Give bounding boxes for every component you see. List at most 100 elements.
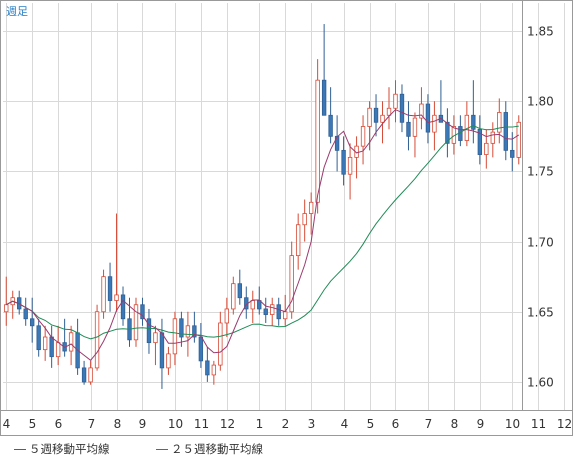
candle-up (380, 114, 385, 123)
x-tick-label: 7 (425, 417, 433, 431)
chart-frame (0, 0, 573, 436)
y-tick-label: 1.65 (527, 306, 554, 320)
ma5-line (6, 109, 520, 362)
candle-up (231, 283, 236, 310)
candle-down (179, 318, 184, 338)
candle-up (42, 336, 48, 351)
legend-ma25: ２５週移動平均線 (156, 441, 263, 457)
legend-ma5: ５週移動平均線 (14, 441, 110, 457)
candle-down (120, 294, 126, 320)
y-tick-label: 1.60 (527, 376, 554, 390)
candle-down (36, 325, 41, 351)
legend-ma25-label: ２５週移動平均線 (171, 442, 263, 456)
candle-up (302, 213, 307, 226)
candle-down (321, 79, 327, 116)
x-tick-label: 12 (220, 417, 235, 431)
candle-up (4, 304, 9, 313)
period-label: 週足 (6, 5, 28, 18)
candle-down (406, 121, 411, 137)
candle-up (88, 367, 93, 383)
x-tick-label: 9 (477, 417, 485, 431)
candle-down (237, 283, 242, 299)
candle-up (295, 224, 301, 257)
x-tick-label: 10 (168, 417, 183, 431)
candle-up (283, 311, 288, 320)
candle-up (114, 294, 119, 301)
y-tick-label: 1.80 (527, 95, 554, 109)
candle-down (81, 367, 87, 383)
candle-up (166, 353, 171, 369)
candle-down (471, 114, 476, 130)
candle-down (23, 308, 28, 320)
x-tick-label: 7 (88, 417, 96, 431)
x-tick-label: 3 (308, 417, 316, 431)
y-tick-label: 1.70 (527, 236, 554, 250)
candle-down (503, 112, 508, 151)
candle-up (250, 300, 255, 310)
candle-down (445, 121, 450, 144)
candle-down (263, 308, 268, 315)
candle-up (101, 276, 106, 313)
x-tick-label: 4 (3, 417, 11, 431)
x-tick-label: 5 (29, 417, 37, 431)
x-tick-label: 8 (451, 417, 459, 431)
candle-up (211, 364, 217, 376)
candle-down (159, 332, 165, 369)
candle-down (341, 149, 346, 175)
candle-down (30, 318, 35, 327)
candle-up (94, 311, 100, 369)
candle-up (484, 142, 489, 155)
candle-down (107, 276, 113, 301)
candle-down (276, 304, 281, 320)
x-tick-label: 6 (55, 417, 63, 431)
candle-up (386, 107, 392, 116)
x-tick-label: 9 (139, 417, 147, 431)
candle-up (490, 131, 495, 144)
candle-up (347, 156, 353, 175)
candle-up (172, 318, 178, 355)
candle-up (55, 342, 61, 358)
candle-up (218, 322, 223, 366)
candle-down (146, 318, 152, 344)
candle-up (432, 114, 437, 133)
candle-down (399, 93, 405, 123)
x-tick-label: 10 (505, 417, 520, 431)
candle-down (49, 336, 54, 358)
candle-up (393, 93, 398, 109)
y-tick-label: 1.75 (527, 165, 554, 179)
candle-up (419, 103, 424, 119)
x-tick-label: 2 (282, 417, 290, 431)
candle-down (140, 304, 145, 320)
legend-ma5-swatch (14, 448, 26, 450)
x-tick-label: 5 (367, 417, 375, 431)
chart-legend: ５週移動平均線 ２５週移動平均線 (0, 436, 574, 462)
candle-up (412, 117, 418, 137)
candle-up (367, 107, 372, 127)
candle-up (133, 304, 139, 341)
ma25-line (6, 125, 519, 340)
candle-down (373, 107, 379, 123)
legend-ma25-swatch (156, 448, 168, 450)
x-tick-label: 1 (256, 417, 264, 431)
candle-up (289, 255, 294, 313)
legend-ma5-label: ５週移動平均線 (29, 442, 110, 456)
candle-up (516, 121, 521, 158)
candle-down (198, 336, 204, 362)
x-tick-label: 11 (531, 417, 546, 431)
candle-up (68, 332, 74, 352)
candle-up (185, 325, 191, 338)
candle-up (497, 112, 502, 133)
candle-up (270, 304, 275, 315)
x-tick-label: 11 (194, 417, 209, 431)
y-tick-label: 1.85 (527, 25, 554, 39)
candle-down (425, 103, 431, 133)
candle-up (360, 126, 366, 147)
candle-down (192, 325, 197, 338)
x-tick-label: 6 (392, 417, 400, 431)
candle-up (224, 308, 230, 324)
candle-up (153, 332, 158, 344)
candle-up (308, 201, 314, 214)
candle-up (315, 79, 320, 203)
